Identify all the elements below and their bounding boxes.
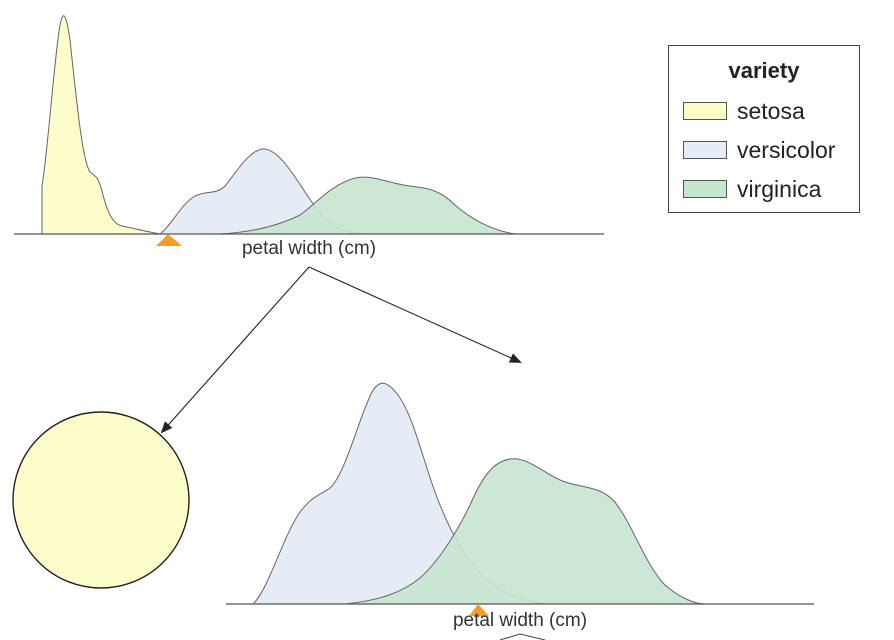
- virginica-density-bottom: [344, 458, 706, 605]
- partial-node-outline: [499, 633, 546, 640]
- left-branch-arrow: [160, 266, 310, 434]
- top-x-axis-label: petal width (cm): [242, 238, 376, 259]
- legend-swatch-versicolor: [683, 141, 727, 159]
- legend: variety setosa versicolor virginica: [668, 45, 860, 213]
- setosa-leaf-node: [12, 411, 190, 589]
- legend-label-setosa: setosa: [737, 97, 805, 124]
- legend-item-versicolor: versicolor: [683, 135, 835, 165]
- bottom-x-axis-label: petal width (cm): [453, 610, 587, 631]
- right-branch-arrow: [308, 266, 522, 363]
- legend-swatch-virginica: [683, 180, 727, 198]
- legend-item-setosa: setosa: [683, 96, 805, 126]
- bottom-split-marker: [469, 604, 489, 616]
- legend-label-virginica: virginica: [737, 175, 822, 202]
- bottom-density-plot: petal width (cm): [226, 382, 814, 640]
- legend-swatch-setosa: [683, 102, 727, 120]
- legend-label-versicolor: versicolor: [737, 136, 836, 163]
- top-split-marker: [156, 234, 182, 246]
- top-density-plot: petal width (cm): [14, 15, 604, 259]
- legend-title: variety: [728, 58, 800, 83]
- virginica-density-top: [219, 176, 516, 235]
- legend-item-virginica: virginica: [683, 174, 821, 204]
- setosa-density-top: [41, 15, 161, 235]
